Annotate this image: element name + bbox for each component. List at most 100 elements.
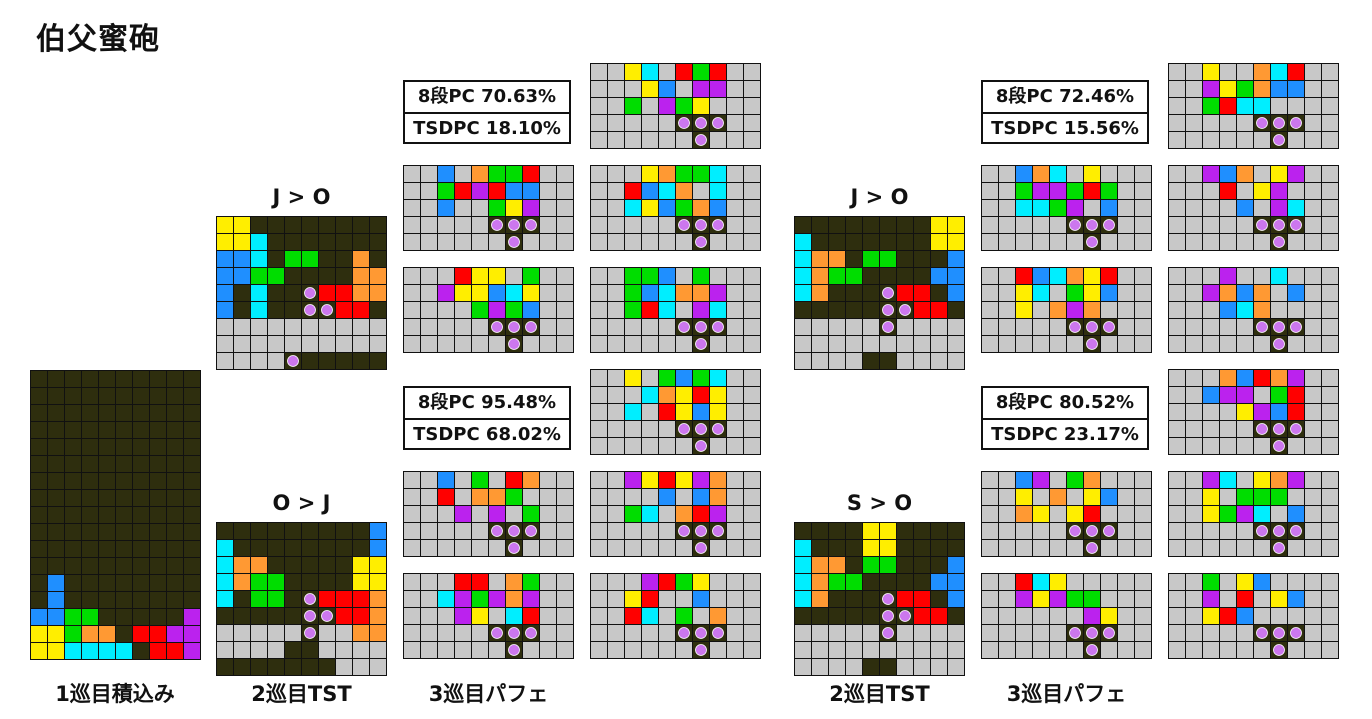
board-cell bbox=[641, 607, 659, 625]
board-cell bbox=[658, 318, 676, 336]
tspin-marker bbox=[1069, 321, 1081, 333]
board-cell bbox=[1185, 301, 1203, 319]
board-cell bbox=[879, 216, 897, 234]
board-cell bbox=[115, 574, 133, 592]
board-cell bbox=[1185, 522, 1203, 540]
board-cell bbox=[1134, 522, 1152, 540]
board-cell bbox=[471, 267, 489, 285]
board-cell bbox=[284, 641, 302, 659]
board-cell bbox=[556, 539, 574, 557]
board-cell bbox=[284, 522, 302, 540]
board-cell bbox=[845, 233, 863, 251]
board-cell bbox=[47, 404, 65, 422]
board-cell bbox=[216, 641, 234, 659]
board-cell bbox=[811, 556, 829, 574]
board-cell bbox=[1287, 335, 1305, 353]
board-cell bbox=[658, 301, 676, 319]
board-cell bbox=[403, 267, 421, 285]
board-cell bbox=[1253, 267, 1271, 285]
board-cell bbox=[454, 284, 472, 302]
board-cell bbox=[233, 335, 251, 353]
board-cell bbox=[64, 370, 82, 388]
board-cell bbox=[318, 352, 336, 370]
board-cell bbox=[30, 438, 48, 456]
board-cell bbox=[471, 624, 489, 642]
board-cell bbox=[862, 641, 880, 659]
board-cell bbox=[624, 539, 642, 557]
board-cell bbox=[1032, 182, 1050, 200]
tst-board-left-lower bbox=[216, 522, 387, 676]
board-cell bbox=[216, 658, 234, 676]
board-cell bbox=[233, 352, 251, 370]
board-cell bbox=[1100, 573, 1118, 591]
board-cell bbox=[1219, 335, 1237, 353]
board-cell bbox=[1321, 165, 1339, 183]
board-cell bbox=[862, 522, 880, 540]
board-cell bbox=[1168, 335, 1186, 353]
board-cell bbox=[505, 267, 523, 285]
board-cell bbox=[403, 590, 421, 608]
board-cell bbox=[539, 199, 557, 217]
board-cell bbox=[183, 523, 201, 541]
board-cell bbox=[947, 267, 965, 285]
board-cell bbox=[64, 625, 82, 643]
board-cell bbox=[471, 301, 489, 319]
board-cell bbox=[1100, 199, 1118, 217]
board-cell bbox=[183, 438, 201, 456]
board-cell bbox=[658, 522, 676, 540]
board-cell bbox=[930, 624, 948, 642]
board-cell bbox=[233, 250, 251, 268]
board-cell bbox=[471, 607, 489, 625]
tspin-marker bbox=[1273, 236, 1285, 248]
board-cell bbox=[132, 591, 150, 609]
board-cell bbox=[250, 556, 268, 574]
board-cell bbox=[1236, 63, 1254, 81]
board-cell bbox=[1117, 624, 1135, 642]
board-cell bbox=[1270, 573, 1288, 591]
board-cell bbox=[828, 352, 846, 370]
board-cell bbox=[505, 488, 523, 506]
board-cell bbox=[675, 233, 693, 251]
board-cell bbox=[624, 267, 642, 285]
board-cell bbox=[1219, 437, 1237, 455]
board-cell bbox=[98, 642, 116, 660]
board-cell bbox=[845, 556, 863, 574]
tspin-marker bbox=[1273, 134, 1285, 146]
board-cell bbox=[1202, 182, 1220, 200]
board-cell bbox=[352, 573, 370, 591]
board-cell bbox=[1083, 471, 1101, 489]
board-cell bbox=[1168, 318, 1186, 336]
tspin-marker bbox=[1290, 219, 1302, 231]
board-cell bbox=[1270, 471, 1288, 489]
board-cell bbox=[1134, 216, 1152, 234]
board-cell bbox=[556, 488, 574, 506]
stats-box-1: 8段PC 70.63% TSDPC 18.10% bbox=[403, 80, 571, 144]
board-cell bbox=[590, 505, 608, 523]
board-cell bbox=[1321, 80, 1339, 98]
board-cell bbox=[284, 539, 302, 557]
board-cell bbox=[981, 471, 999, 489]
board-cell bbox=[930, 335, 948, 353]
board-cell bbox=[437, 284, 455, 302]
board-cell bbox=[981, 522, 999, 540]
board-cell bbox=[335, 539, 353, 557]
board-cell bbox=[1049, 335, 1067, 353]
board-cell bbox=[505, 471, 523, 489]
board-cell bbox=[420, 624, 438, 642]
board-cell bbox=[913, 556, 931, 574]
board-cell bbox=[149, 387, 167, 405]
board-cell bbox=[335, 607, 353, 625]
board-cell bbox=[115, 387, 133, 405]
board-cell bbox=[1236, 437, 1254, 455]
board-cell bbox=[1270, 182, 1288, 200]
board-cell bbox=[488, 471, 506, 489]
board-cell bbox=[1270, 80, 1288, 98]
board-cell bbox=[1304, 131, 1322, 149]
board-cell bbox=[166, 404, 184, 422]
board-cell bbox=[1185, 63, 1203, 81]
board-cell bbox=[913, 216, 931, 234]
board-cell bbox=[845, 335, 863, 353]
board-cell bbox=[149, 455, 167, 473]
board-cell bbox=[1236, 199, 1254, 217]
board-cell bbox=[369, 352, 387, 370]
